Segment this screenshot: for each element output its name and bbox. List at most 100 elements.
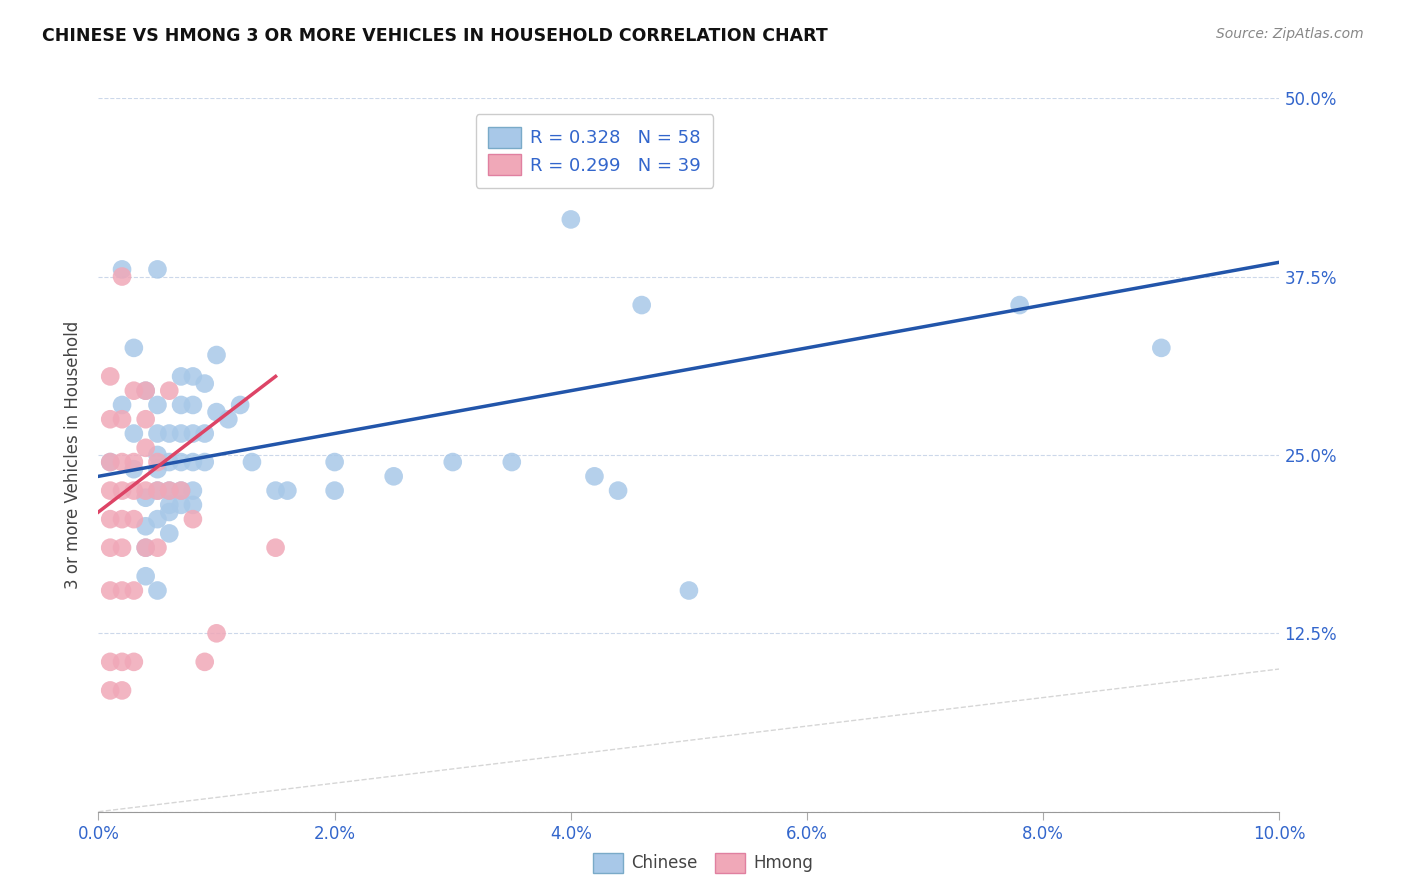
Point — [135, 412, 157, 426]
Point — [181, 369, 204, 384]
Point — [146, 462, 169, 476]
Point — [181, 483, 204, 498]
Point — [441, 455, 464, 469]
Point — [264, 541, 287, 555]
Point — [146, 541, 169, 555]
Point — [146, 512, 169, 526]
Point — [217, 412, 239, 426]
Point — [170, 426, 193, 441]
Point — [146, 448, 169, 462]
Point — [276, 483, 298, 498]
Point — [170, 483, 193, 498]
Point — [135, 541, 157, 555]
Point — [194, 655, 217, 669]
Point — [146, 426, 169, 441]
Point — [240, 455, 263, 469]
Point — [157, 483, 180, 498]
Point — [111, 683, 134, 698]
Point — [98, 583, 121, 598]
Point — [98, 369, 121, 384]
Point — [157, 455, 180, 469]
Point — [98, 455, 121, 469]
Point — [170, 369, 193, 384]
Point — [181, 512, 204, 526]
Point — [170, 483, 193, 498]
Point — [146, 262, 169, 277]
Point — [111, 483, 134, 498]
Point — [111, 541, 134, 555]
Point — [98, 455, 121, 469]
Point — [146, 398, 169, 412]
Point — [111, 512, 134, 526]
Legend: Chinese, Hmong: Chinese, Hmong — [586, 847, 820, 880]
Point — [170, 498, 193, 512]
Point — [607, 483, 630, 498]
Point — [181, 426, 204, 441]
Point — [181, 455, 204, 469]
Point — [135, 384, 157, 398]
Point — [98, 541, 121, 555]
Point — [146, 455, 169, 469]
Point — [111, 269, 134, 284]
Point — [122, 462, 145, 476]
Point — [135, 384, 157, 398]
Point — [146, 483, 169, 498]
Point — [630, 298, 652, 312]
Point — [157, 483, 180, 498]
Point — [678, 583, 700, 598]
Point — [135, 519, 157, 533]
Point — [181, 498, 204, 512]
Point — [98, 412, 121, 426]
Point — [157, 526, 180, 541]
Point — [122, 426, 145, 441]
Point — [157, 384, 180, 398]
Point — [181, 398, 204, 412]
Point — [98, 683, 121, 698]
Point — [135, 483, 157, 498]
Text: Source: ZipAtlas.com: Source: ZipAtlas.com — [1216, 27, 1364, 41]
Point — [135, 491, 157, 505]
Point — [157, 426, 180, 441]
Point — [122, 655, 145, 669]
Point — [135, 569, 157, 583]
Point — [229, 398, 252, 412]
Point — [122, 455, 145, 469]
Point — [111, 583, 134, 598]
Point — [122, 512, 145, 526]
Point — [264, 483, 287, 498]
Point — [98, 483, 121, 498]
Point — [205, 405, 228, 419]
Point — [135, 441, 157, 455]
Y-axis label: 3 or more Vehicles in Household: 3 or more Vehicles in Household — [65, 321, 83, 589]
Text: CHINESE VS HMONG 3 OR MORE VEHICLES IN HOUSEHOLD CORRELATION CHART: CHINESE VS HMONG 3 OR MORE VEHICLES IN H… — [42, 27, 828, 45]
Point — [122, 483, 145, 498]
Point — [194, 376, 217, 391]
Point — [111, 455, 134, 469]
Legend: R = 0.328   N = 58, R = 0.299   N = 39: R = 0.328 N = 58, R = 0.299 N = 39 — [475, 114, 713, 187]
Point — [1008, 298, 1031, 312]
Point — [205, 348, 228, 362]
Point — [501, 455, 523, 469]
Point — [111, 398, 134, 412]
Point — [122, 341, 145, 355]
Point — [122, 384, 145, 398]
Point — [111, 412, 134, 426]
Point — [122, 583, 145, 598]
Point — [170, 398, 193, 412]
Point — [1150, 341, 1173, 355]
Point — [157, 505, 180, 519]
Point — [583, 469, 606, 483]
Point — [205, 626, 228, 640]
Point — [146, 483, 169, 498]
Point — [560, 212, 582, 227]
Point — [194, 455, 217, 469]
Point — [111, 262, 134, 277]
Point — [170, 455, 193, 469]
Point — [323, 483, 346, 498]
Point — [146, 583, 169, 598]
Point — [194, 426, 217, 441]
Point — [98, 655, 121, 669]
Point — [98, 512, 121, 526]
Point — [323, 455, 346, 469]
Point — [157, 498, 180, 512]
